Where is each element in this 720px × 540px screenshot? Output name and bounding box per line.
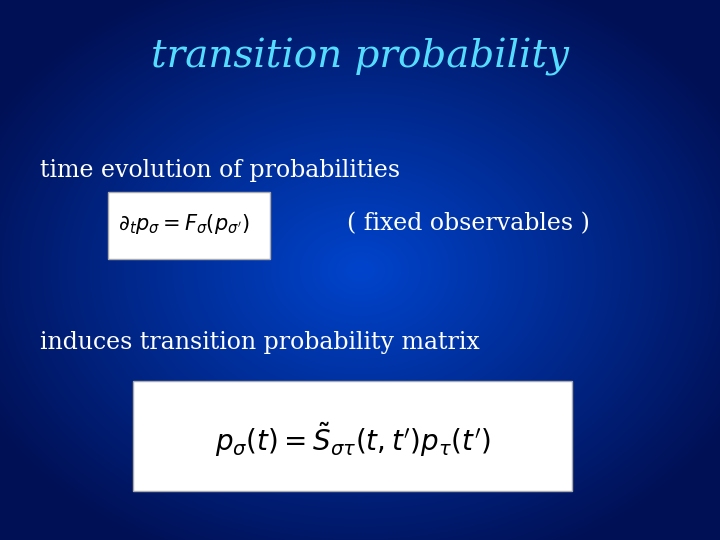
- Text: $\partial_t p_\sigma = F_\sigma(p_{\sigma'})$: $\partial_t p_\sigma = F_\sigma(p_{\sigm…: [118, 212, 249, 236]
- FancyBboxPatch shape: [133, 381, 572, 491]
- Text: transition probability: transition probability: [151, 38, 569, 76]
- Text: time evolution of probabilities: time evolution of probabilities: [40, 159, 400, 181]
- FancyBboxPatch shape: [108, 192, 270, 259]
- Text: ( fixed observables ): ( fixed observables ): [346, 213, 590, 235]
- Text: induces transition probability matrix: induces transition probability matrix: [40, 332, 480, 354]
- Text: $p_\sigma(t) = \tilde{S}_{\sigma\tau}(t,t')p_\tau(t')$: $p_\sigma(t) = \tilde{S}_{\sigma\tau}(t,…: [215, 421, 491, 460]
